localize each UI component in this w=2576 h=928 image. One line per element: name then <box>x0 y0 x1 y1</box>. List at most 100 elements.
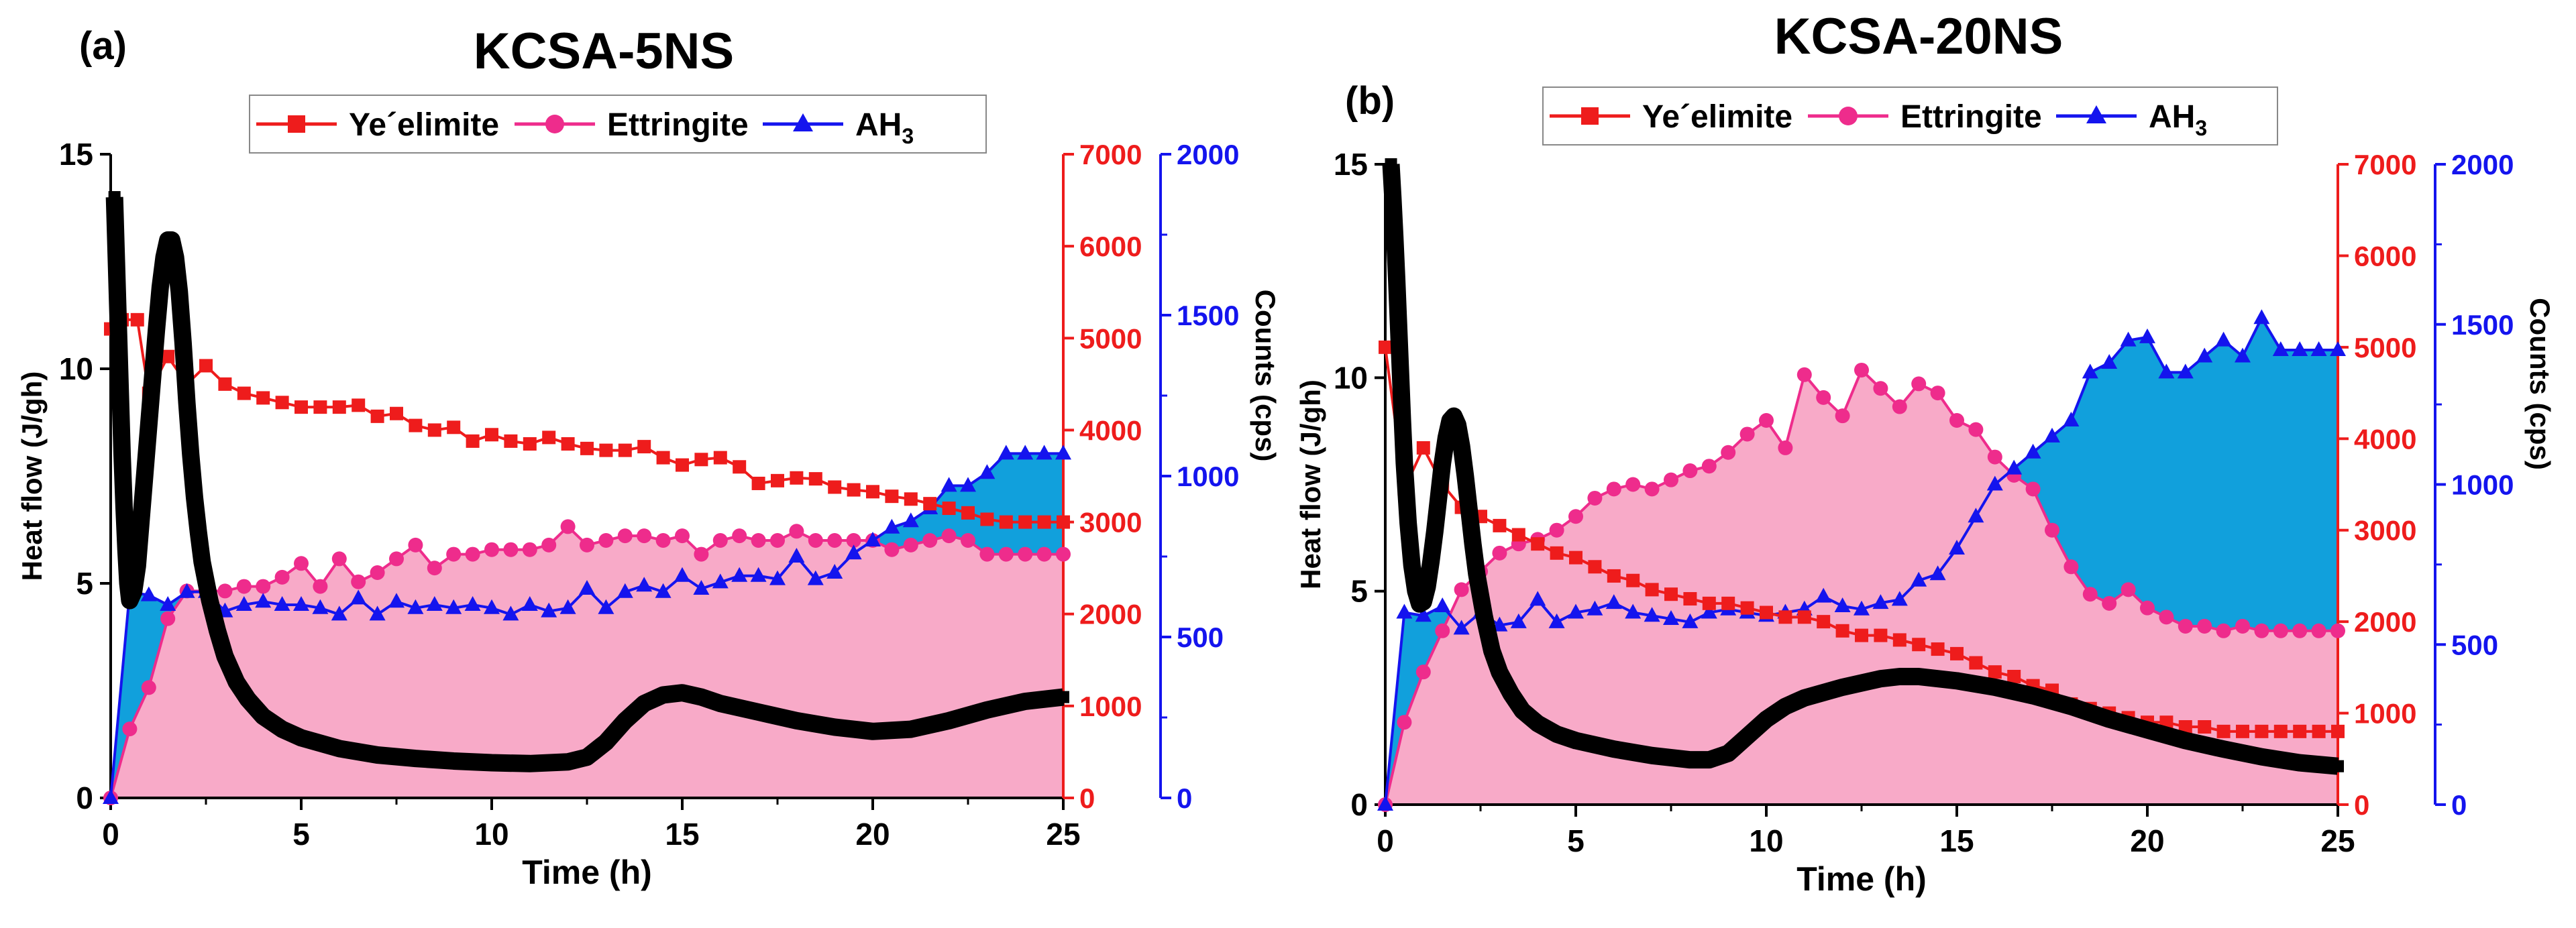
heat-flow-point <box>600 736 612 748</box>
mid-tick-label: 7000 <box>1079 139 1142 170</box>
yeelimite-point <box>1760 605 1773 620</box>
ettringite-point <box>1664 472 1678 487</box>
ettringite-point <box>732 528 747 544</box>
heat-flow-point <box>1385 158 1397 170</box>
yeelimite-point <box>771 473 784 487</box>
yeelimite-point <box>904 492 918 506</box>
yeelimite-point <box>390 406 403 420</box>
right-tick-label: 2000 <box>2451 149 2514 180</box>
ah3-point <box>369 605 386 621</box>
ettringite-point <box>2254 623 2269 638</box>
ah3-point <box>541 602 557 618</box>
heat-flow-point <box>1836 681 1849 693</box>
yeelimite-point <box>447 420 461 434</box>
mid-tick-label: 4000 <box>1079 414 1142 446</box>
mid-tick-label: 6000 <box>1079 231 1142 262</box>
yeelimite-point <box>1511 528 1525 542</box>
heat-flow-point <box>142 418 155 431</box>
yeelimite-point <box>427 423 441 437</box>
ettringite-point <box>1892 399 1907 414</box>
yeelimite-point <box>1645 583 1659 597</box>
ettringite-point <box>236 579 252 594</box>
heat-flow-point <box>295 732 307 744</box>
heat-flow-point <box>409 752 422 765</box>
ah3-point <box>445 599 462 614</box>
heat-flow-point <box>1703 754 1715 766</box>
ettringite-point <box>675 528 690 544</box>
ah3-point <box>388 593 405 608</box>
ettringite-point <box>370 565 385 580</box>
ettringite-point <box>1739 426 1755 442</box>
ah3-point <box>712 573 729 589</box>
yeelimite-point <box>313 400 327 414</box>
legend-marker-circle <box>545 115 564 133</box>
ah3-point <box>1929 565 1946 581</box>
ah3-point <box>1682 613 1699 628</box>
ah3-point <box>293 596 309 611</box>
x-axis-title: Time (h) <box>1796 860 1927 898</box>
heat-flow-point <box>196 556 209 568</box>
ettringite-point <box>1568 509 1583 524</box>
heat-flow-point <box>371 749 384 761</box>
x-tick-label: 5 <box>1567 823 1585 858</box>
x-axis-title: Time (h) <box>522 854 652 891</box>
ah3-point <box>2063 412 2080 426</box>
legend-label: Ye´elimite <box>1642 99 1792 135</box>
ah3-point <box>865 532 881 546</box>
ettringite-point <box>2045 522 2059 538</box>
ah3-point <box>807 570 824 585</box>
heat-flow-point <box>943 714 955 727</box>
ah3-point <box>1911 571 1927 587</box>
ettringite-point <box>408 537 423 553</box>
yeelimite-point <box>999 515 1013 529</box>
ettringite-point <box>903 537 918 553</box>
ettringite-point <box>160 611 176 626</box>
ettringite-point <box>2102 595 2117 611</box>
heat-flow-point <box>2217 743 2230 756</box>
yeelimite-point <box>1912 638 1926 652</box>
right-tick-label: 1500 <box>2451 309 2514 341</box>
ah3-point <box>1415 607 1432 622</box>
heat-flow-point <box>1392 320 1405 333</box>
yeelimite-point <box>1683 592 1697 606</box>
heat-flow-point <box>676 687 688 699</box>
yeelimite-point <box>218 377 232 391</box>
yeelimite-point <box>2216 724 2231 738</box>
ah3-point <box>312 599 329 614</box>
ah3-point <box>845 544 862 560</box>
yeelimite-point <box>352 398 366 412</box>
ettringite-point <box>2063 559 2079 575</box>
heat-flow-point <box>158 251 170 264</box>
heat-flow-point <box>1057 691 1069 703</box>
right-tick-label: 1000 <box>2451 469 2514 501</box>
right-axis-title: Counts (cps) <box>2524 298 2556 470</box>
yeelimite-point <box>1550 546 1564 560</box>
heat-flow-point <box>1455 440 1468 453</box>
right-tick-label: 0 <box>2451 789 2467 821</box>
ettringite-point <box>998 546 1014 562</box>
heat-flow-point <box>1893 671 1906 683</box>
ettringite-point <box>979 546 995 562</box>
ah3-point <box>2139 328 2155 343</box>
heat-flow-point <box>1466 538 1479 550</box>
heat-flow-point <box>1493 666 1506 679</box>
ettringite-point <box>770 533 785 548</box>
ah3-point <box>1017 445 1034 460</box>
ettringite-point <box>256 579 271 594</box>
heat-flow-point <box>1516 704 1529 717</box>
yeelimite-point <box>885 489 899 504</box>
heat-flow-point <box>1462 504 1475 516</box>
mid-tick-label: 2000 <box>1079 599 1142 630</box>
ah3-point <box>1891 591 1908 606</box>
yeelimite-point <box>2178 720 2192 734</box>
yeelimite-point <box>866 485 879 499</box>
mid-tick-label: 1000 <box>2354 698 2416 730</box>
x-tick-label: 15 <box>665 817 699 852</box>
heat-flow-point <box>173 285 186 298</box>
ettringite-point <box>1873 381 1888 396</box>
yeelimite-point <box>1969 656 1983 670</box>
heat-flow-point <box>638 697 651 710</box>
heat-flow-point <box>119 542 132 555</box>
heat-flow-point <box>1532 717 1544 730</box>
heat-flow-point <box>192 526 205 538</box>
